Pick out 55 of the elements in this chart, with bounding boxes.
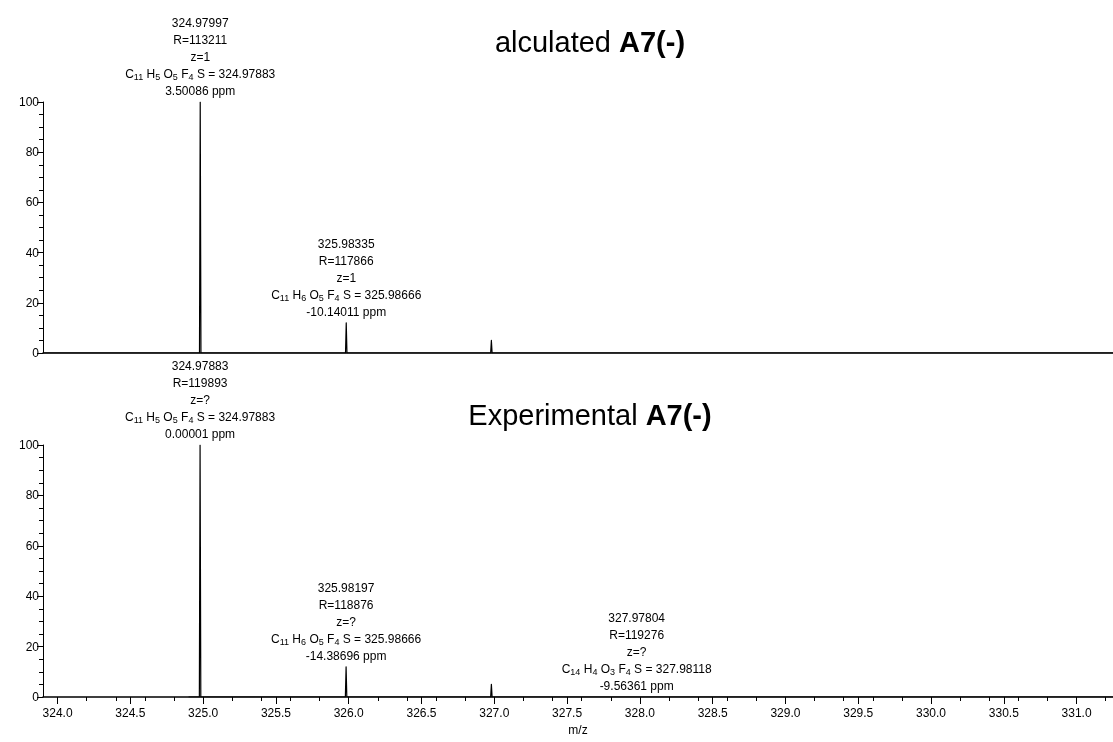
- annotation: 325.98197: [316, 579, 376, 597]
- annotation: 3.50086 ppm: [164, 83, 237, 100]
- chart-title: alculated A7(-): [494, 25, 686, 58]
- text: C$_{14}$ H$_{4}$ O$_{3}$ F$_{4}$ S = 327.98118: [561, 662, 712, 677]
- x-axis-title: m/z: [568, 722, 588, 737]
- x-tick-label: 331.0: [1061, 706, 1092, 720]
- annotation: z=?: [625, 644, 648, 661]
- chart-title: Experimental A7(-): [468, 398, 712, 431]
- x-tick-label: 328.0: [624, 706, 656, 720]
- annotation: 325.98335: [316, 235, 376, 253]
- x-tick-label: 324.0: [42, 706, 73, 720]
- y-tick-label: 100: [18, 438, 40, 452]
- text: z=?: [189, 392, 211, 409]
- x-tick-label: 325.5: [260, 706, 292, 720]
- y-tick-label: 40: [25, 589, 40, 604]
- text: C$_{11}$ H$_{5}$ O$_{5}$ F$_{4}$ S = 324.97883: [125, 410, 276, 425]
- annotation: z=?: [335, 613, 357, 631]
- y-tick-label: 20: [25, 639, 40, 654]
- annotation: 0.00001 ppm: [164, 426, 237, 443]
- text: 324.97997: [170, 15, 230, 32]
- y-tick-label: 60: [25, 195, 40, 210]
- x-tick-label: 330.0: [916, 706, 947, 720]
- y-tick-label: 0: [32, 690, 40, 704]
- text: z=1: [189, 49, 212, 66]
- y-tick-label: 80: [25, 145, 40, 160]
- x-tick-label: 329.0: [770, 706, 801, 720]
- x-tick-label: 327.5: [552, 706, 583, 720]
- x-tick-label: 329.5: [843, 706, 874, 720]
- annotation: R=119276: [608, 627, 666, 644]
- annotation: 327.97804: [607, 610, 666, 627]
- y-tick-label: 60: [25, 538, 40, 553]
- annotation: R=118876: [317, 596, 375, 614]
- x-tick-label: 325.0: [188, 706, 219, 720]
- y-tick-label: 20: [25, 295, 40, 310]
- x-tick-label: 330.5: [988, 706, 1020, 720]
- x-tick-label: 327.0: [479, 706, 510, 720]
- annotation: -14.38696 ppm: [304, 647, 388, 665]
- x-tick-label: 328.5: [697, 706, 728, 720]
- text: 324.97883: [170, 358, 230, 375]
- y-tick-label: 80: [25, 488, 40, 503]
- annotation: -9.56361 ppm: [598, 678, 675, 695]
- text: C$_{11}$ H$_{6}$ O$_{5}$ F$_{4}$ S = 325.98666: [271, 287, 422, 303]
- text: C$_{11}$ H$_{6}$ O$_{5}$ F$_{4}$ S = 325.98666: [271, 631, 422, 647]
- text: C$_{11}$ H$_{5}$ O$_{5}$ F$_{4}$ S = 324.97883: [125, 67, 276, 82]
- y-tick-label: 0: [32, 346, 40, 360]
- annotation: z=1: [335, 269, 358, 287]
- y-tick-label: 100: [18, 95, 40, 109]
- x-tick-label: 326.5: [406, 706, 437, 720]
- annotation: -10.14011 ppm: [305, 303, 388, 321]
- x-tick-label: 324.5: [115, 706, 146, 720]
- text: R=113211: [172, 32, 229, 49]
- annotation: R=117866: [317, 252, 375, 270]
- text: R=119893: [171, 375, 229, 392]
- x-tick-label: 326.0: [333, 706, 365, 720]
- y-tick-label: 40: [25, 245, 40, 260]
